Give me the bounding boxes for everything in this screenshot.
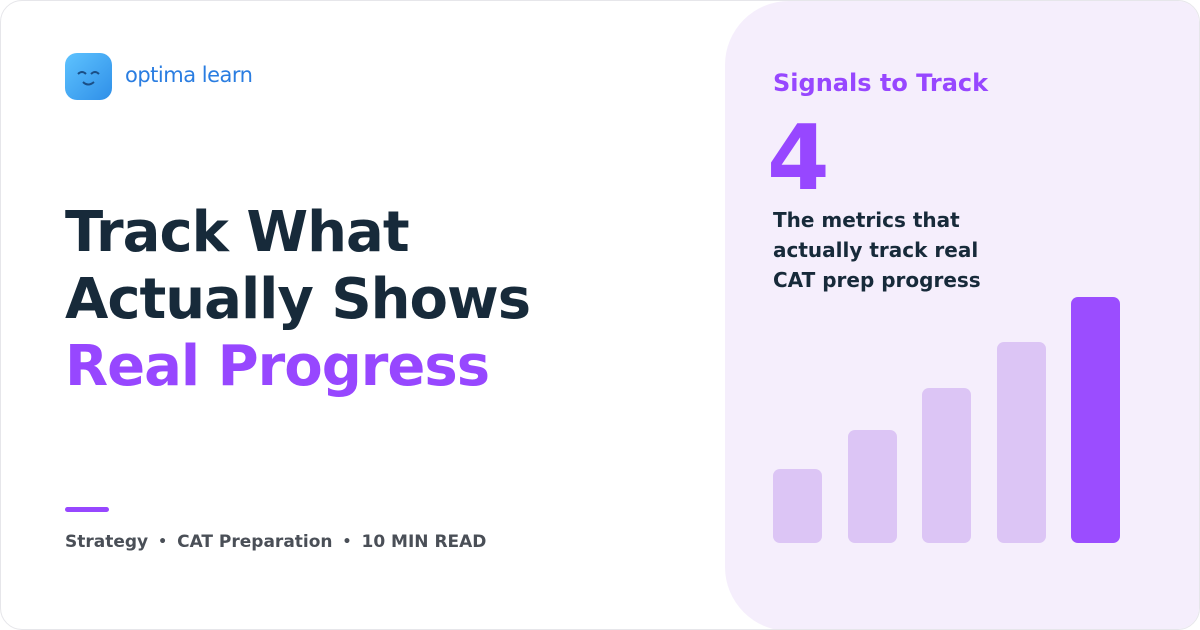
description-line: actually track real <box>773 238 979 262</box>
headline-line: Track What <box>65 200 410 265</box>
meta-tag: CAT Preparation <box>177 532 333 552</box>
brand-name: optima learn <box>125 63 253 87</box>
logo <box>65 53 112 100</box>
headline-highlight: Real Progress <box>65 334 490 399</box>
description-line: CAT prep progress <box>773 268 981 292</box>
logo-face <box>77 71 100 86</box>
separator: • <box>158 534 168 550</box>
separator: • <box>342 534 352 550</box>
headline: Track What Actually Shows Real Progress <box>65 199 531 400</box>
decor-bar <box>997 342 1046 543</box>
decor-bar <box>848 430 897 543</box>
accent-rule <box>65 507 109 512</box>
decor-bar <box>773 469 822 543</box>
panel-description: The metrics that actually track real CAT… <box>773 205 981 295</box>
panel-label: Signals to Track <box>773 69 989 97</box>
meta-tag: 10 MIN READ <box>361 532 487 552</box>
description-line: The metrics that <box>773 208 960 232</box>
decor-bar <box>922 388 971 543</box>
decor-bar <box>1071 297 1120 543</box>
meta-tag: Strategy <box>65 532 149 552</box>
panel-number: 4 <box>767 106 830 211</box>
meta: Strategy • CAT Preparation • 10 MIN READ <box>65 532 486 552</box>
headline-line: Actually Shows <box>65 267 531 332</box>
